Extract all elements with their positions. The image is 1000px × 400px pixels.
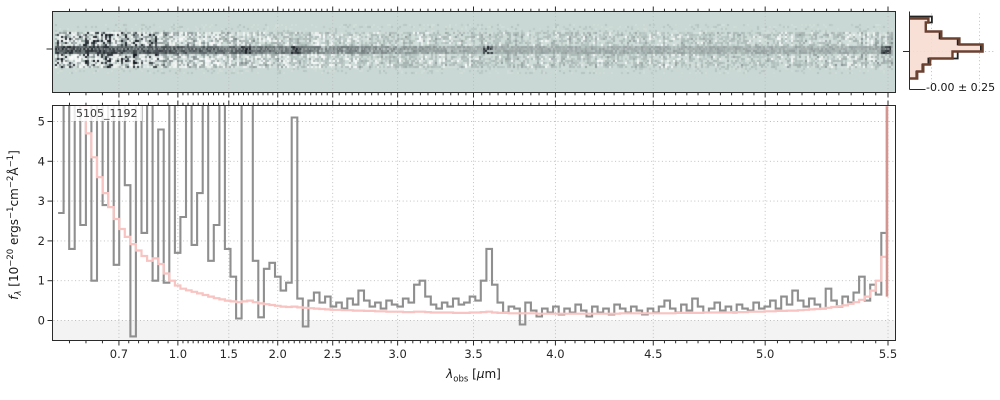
x-tick-label: 3.5 xyxy=(464,347,482,361)
object-id-label: 5105_1192 xyxy=(72,106,142,121)
x-tick-label: 1.5 xyxy=(220,347,238,361)
x-tick-label: 2.5 xyxy=(324,347,342,361)
2d-gridlines xyxy=(53,12,895,92)
panel-histogram xyxy=(903,11,995,90)
1d-bottom-ticks xyxy=(68,340,889,346)
x-axis-label: λobs [μm] xyxy=(446,367,501,385)
x-tick-label: 2.0 xyxy=(269,347,287,361)
2d-bottom-ticks xyxy=(68,92,889,98)
x-tick-label: 4.5 xyxy=(644,347,662,361)
x-tick-label: 4.0 xyxy=(546,347,564,361)
below-zero-band xyxy=(53,320,895,340)
1d-data xyxy=(58,106,889,338)
panel-1d-spectrum: 0.7 1.0 1.5 2.0 2.5 3.0 3.5 4.0 4.5 5.0 5.5 0 1 2 3 4 5 xyxy=(38,100,897,361)
x-tick-label: 0.7 xyxy=(110,347,128,361)
x-tick-label: 3.0 xyxy=(388,347,406,361)
x-tick-labels: 0.7 1.0 1.5 2.0 2.5 3.0 3.5 4.0 4.5 5.0 5.5 xyxy=(110,347,897,361)
hist-outline-model xyxy=(909,17,984,80)
y-tick-label: 4 xyxy=(38,154,45,168)
y-tick-label: 0 xyxy=(38,314,45,328)
y-tick-label: 1 xyxy=(38,274,45,288)
hist-fill xyxy=(909,18,983,79)
y-tick-label: 2 xyxy=(38,234,45,248)
2d-frame xyxy=(52,11,896,93)
x-tick-label: 1.0 xyxy=(169,347,187,361)
2d-top-ticks xyxy=(68,6,889,12)
y-tick-label: 3 xyxy=(38,194,45,208)
flux-line xyxy=(58,106,888,338)
histogram-stats-label: -0.00 ± 0.25 xyxy=(926,81,996,94)
y-axis-label: fλ [10−20 ergs−1cm−2Å−1] xyxy=(5,150,25,300)
1d-top-ticks xyxy=(68,100,889,106)
x-tick-label: 5.5 xyxy=(879,347,897,361)
1d-frame xyxy=(52,105,896,341)
panel-2d-spectrum xyxy=(46,6,896,98)
x-tick-label: 5.0 xyxy=(756,347,774,361)
uncertainty-line xyxy=(79,106,888,315)
y-tick-labels: 0 1 2 3 4 5 xyxy=(38,115,53,328)
2d-spectrum-image xyxy=(53,12,895,92)
y-tick-label: 5 xyxy=(38,115,45,129)
